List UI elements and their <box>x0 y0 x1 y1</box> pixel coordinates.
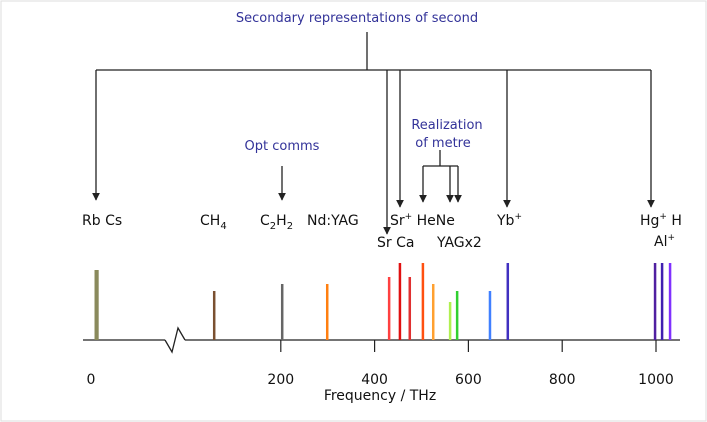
label-part: H <box>667 213 682 229</box>
label-part: C <box>260 213 270 229</box>
x-tick-label: 0 <box>87 372 96 388</box>
line-label: Yb+ <box>496 212 522 229</box>
line-label: CH4 <box>200 213 227 232</box>
x-tick-label: 600 <box>455 372 482 388</box>
x-tick-label: 200 <box>267 372 294 388</box>
line-label: Rb Cs <box>82 213 122 229</box>
label-part: Hg <box>640 213 659 229</box>
line-label: YAGx2 <box>436 235 482 251</box>
x-tick-label: 800 <box>549 372 576 388</box>
label-part: Sr Ca <box>377 235 414 251</box>
line-label: C2H2 <box>260 213 293 232</box>
label-part: Yb <box>496 213 515 229</box>
label-part: Nd:YAG <box>307 213 359 229</box>
label-part: + <box>659 212 667 222</box>
annotation: of metre <box>415 136 470 151</box>
annotation: Opt comms <box>245 139 320 154</box>
annotation: Realization <box>411 118 482 133</box>
x-tick-label: 400 <box>361 372 388 388</box>
label-part: 4 <box>220 221 226 232</box>
label-part: 2 <box>287 221 293 232</box>
label-part: Al <box>654 234 667 250</box>
line-label: Al+ <box>654 233 675 250</box>
label-part: + <box>667 233 675 243</box>
line-label: Nd:YAG <box>307 213 359 229</box>
line-label: Hg+ H <box>640 212 682 229</box>
label-part: Rb Cs <box>82 213 122 229</box>
label-part: + <box>405 212 413 222</box>
label-part: HeNe <box>412 213 455 229</box>
label-part: Sr <box>390 213 405 229</box>
arrows <box>92 32 655 235</box>
label-part: YAGx2 <box>436 235 482 251</box>
label-part: + <box>514 212 522 222</box>
label-part: CH <box>200 213 220 229</box>
line-label: Sr+ HeNe <box>390 212 455 229</box>
line-label: Sr Ca <box>377 235 414 251</box>
title: Secondary representations of second <box>236 11 478 26</box>
x-tick-label: 1000 <box>638 372 674 388</box>
label-part: H <box>276 213 287 229</box>
label-part: 2 <box>270 221 276 232</box>
x-axis-label: Frequency / THz <box>324 388 436 404</box>
